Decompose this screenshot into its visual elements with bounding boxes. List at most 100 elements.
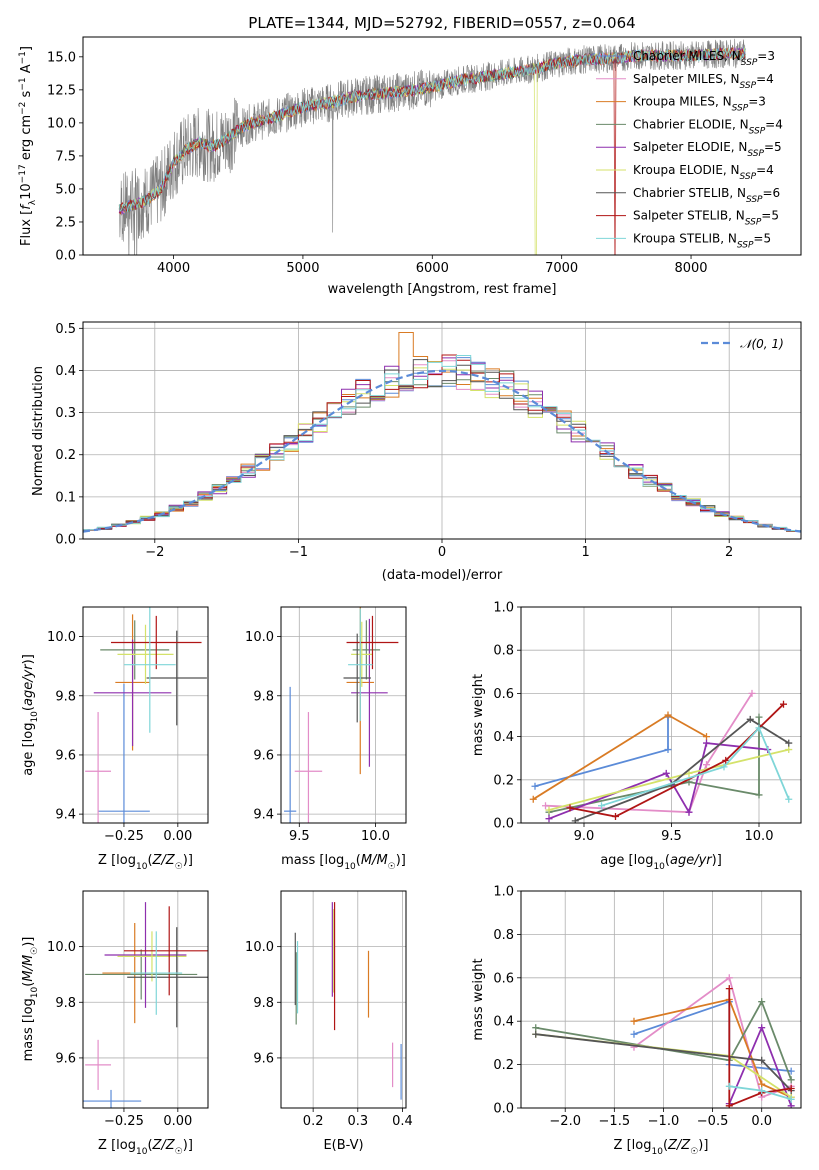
mass-vs-extinction-axes: 0.2 0.3 0.4 9.6 9.8 10.0 E(B-V)	[245, 890, 413, 1153]
x-tick-label: −0.25	[104, 829, 144, 844]
y-tick-label: 0.5	[55, 322, 76, 337]
normal-reference-curve	[83, 369, 801, 533]
y-axis-label: mass weight	[471, 958, 486, 1040]
x-tick-label: 9.5	[661, 829, 682, 844]
plot-area	[85, 607, 207, 823]
y-tick-label: 10.0	[47, 630, 76, 645]
y-tick-label: 5.0	[55, 182, 76, 197]
mass-weight-line	[601, 726, 790, 807]
residual-histogram-axes: −2 −1 0 1 2 0.0 0.1 0.2 0.3 0.4 0.5 (data-model)/er…	[31, 321, 802, 583]
mass-weight-marker	[755, 713, 763, 721]
mass-weight-marker	[703, 761, 710, 769]
age-vs-metallicity-axes: −0.25 0.00 9.4 9.6 9.8 10.0 Z [log10(Z/Z☉)] age…	[21, 606, 209, 872]
axes-frame	[280, 890, 407, 1109]
mass-weight-marker	[531, 782, 539, 790]
mass-weight-marker	[787, 1076, 795, 1084]
y-axis-label: mass weight	[471, 674, 486, 756]
x-axis-label: mass [log10(M/M☉)]	[281, 853, 406, 872]
y-axis-label: mass [log10(M/M☉)]	[21, 937, 40, 1062]
x-tick-label: −0.5	[697, 1114, 729, 1129]
x-tick-label: 0	[438, 545, 446, 560]
mass-weight-marker	[785, 746, 793, 754]
x-tick-label: 0.00	[163, 829, 192, 844]
mass-vs-metallicity-axes: −0.25 0.00 9.6 9.8 10.0 Z [log10(Z/Z☉)] mass […	[21, 890, 209, 1157]
mass-weight-line	[728, 988, 792, 1108]
x-tick-label: 8000	[674, 261, 707, 276]
mass-weight-line	[535, 999, 793, 1081]
mass-weight-marker	[630, 1030, 638, 1038]
mass-weight-marker	[780, 700, 787, 708]
x-axis-label: (data-model)/error	[382, 568, 503, 583]
mass-weight-marker	[662, 769, 670, 777]
x-axis-label: wavelength [Angstrom, rest frame]	[328, 282, 557, 297]
legend-label: Chabrier STELIB, NSSP=6	[633, 186, 780, 205]
plot-area	[83, 902, 208, 1108]
x-tick-label: −1	[289, 545, 308, 560]
x-tick-label: −1.5	[599, 1114, 631, 1129]
y-tick-label: 0.4	[493, 1015, 514, 1030]
y-tick-label: 10.0	[245, 940, 274, 955]
y-tick-label: 0.2	[493, 1058, 514, 1073]
x-axis-label: Z [log10(Z/Z☉)]	[98, 1138, 193, 1157]
axes-frame	[520, 890, 802, 1109]
y-tick-label: 0.2	[55, 448, 76, 463]
axes-frame	[520, 606, 802, 824]
x-tick-label: 5000	[286, 261, 319, 276]
y-tick-label: 0.6	[493, 971, 514, 986]
mass-weight-line	[633, 976, 792, 1099]
y-tick-label: 9.4	[55, 808, 76, 823]
mass-weight-marker	[758, 1024, 766, 1032]
mass-weight-marker	[720, 763, 728, 771]
histogram-step-line	[83, 359, 801, 532]
legend-label: Kroupa MILES, NSSP=3	[633, 95, 766, 114]
x-tick-label: 0.00	[163, 1114, 192, 1129]
x-tick-label: −1.0	[648, 1114, 680, 1129]
y-tick-label: 10.0	[245, 630, 274, 645]
y-tick-label: 0.4	[493, 730, 514, 745]
legend-label: 𝒩(0, 1)	[740, 337, 784, 351]
y-tick-label: 0.1	[55, 490, 76, 505]
y-tick-label: 0.3	[55, 406, 76, 421]
mass-weight-line	[574, 718, 790, 822]
y-tick-label: 1.0	[493, 885, 514, 900]
model-spectrum-line	[118, 48, 746, 213]
y-tick-label: 12.5	[47, 83, 76, 98]
legend-label: Salpeter STELIB, NSSP=5	[633, 209, 779, 228]
y-tick-label: 0.0	[493, 817, 514, 832]
legend-label: Salpeter MILES, NSSP=4	[633, 72, 774, 91]
mass-weight-marker	[598, 802, 605, 810]
mass-weight-marker	[748, 689, 756, 697]
x-axis-label: Z [log10(Z/Z☉)]	[98, 853, 193, 872]
plot-area	[294, 902, 402, 1100]
mass-weight-marker	[755, 791, 763, 799]
y-tick-label: 2.5	[55, 215, 76, 230]
mass-weight-vs-metallicity-axes: −2.0 −1.5 −1.0 −0.5 0.0 0.0 0.2 0.4 0.6 0.8 1.0 mas…	[471, 885, 802, 1157]
mass-weight-marker	[785, 739, 793, 747]
y-tick-label: 0.2	[493, 773, 514, 788]
legend-label: Chabrier MILES, NSSP=3	[633, 49, 775, 68]
x-tick-label: 0.4	[392, 1114, 413, 1129]
plot-area	[529, 689, 793, 823]
y-tick-label: 0.4	[55, 364, 76, 379]
x-tick-label: 9.0	[574, 829, 595, 844]
mass-weight-marker	[758, 998, 766, 1006]
mass-weight-marker	[630, 1017, 638, 1025]
y-tick-label: 9.6	[253, 748, 274, 763]
mass-weight-marker	[787, 1102, 795, 1108]
legend-label: Salpeter ELODIE, NSSP=5	[633, 140, 782, 159]
legend-label: Kroupa STELIB, NSSP=5	[633, 231, 771, 250]
y-tick-label: 10.0	[47, 940, 76, 955]
mass-weight-marker	[566, 804, 574, 812]
legend-label: Kroupa ELODIE, NSSP=4	[633, 163, 774, 182]
mass-weight-marker	[685, 808, 693, 816]
axes-frame	[82, 606, 209, 824]
y-axis-label: Flux [fλ10−17 erg cm−2 s−1 A−1]	[18, 46, 38, 246]
x-tick-label: 0.0	[751, 1114, 772, 1129]
mass-weight-marker	[532, 1024, 540, 1032]
y-tick-label: 9.6	[253, 1051, 274, 1066]
mass-weight-line	[532, 713, 707, 800]
y-tick-label: 1.0	[493, 601, 514, 616]
mass-weight-line	[545, 692, 753, 814]
x-tick-label: 9.5	[289, 829, 310, 844]
